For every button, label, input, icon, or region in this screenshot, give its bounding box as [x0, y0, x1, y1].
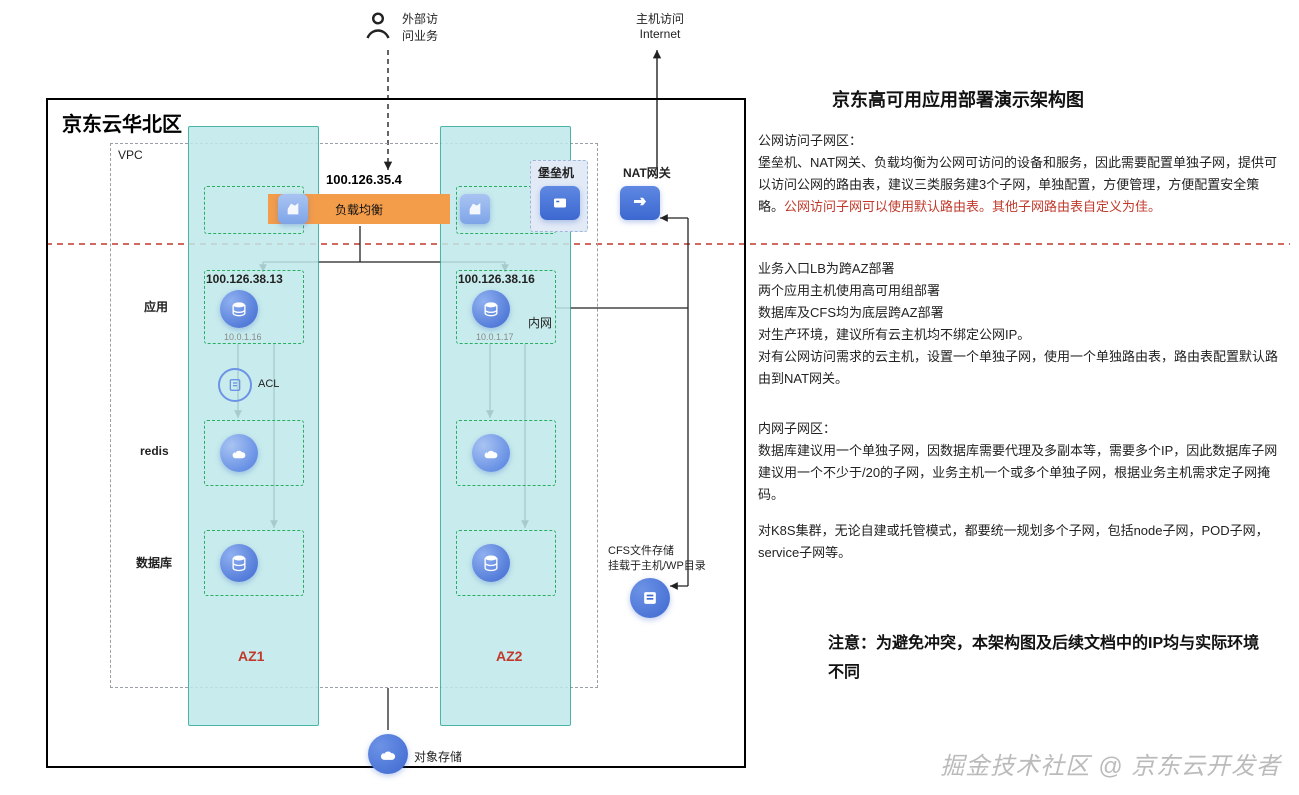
row-label-db: 数据库 [136, 554, 172, 571]
lb-endpoint-left-icon [278, 194, 308, 224]
lb-endpoint-right-icon [460, 194, 490, 224]
az2-label: AZ2 [496, 648, 522, 664]
nat-icon [620, 186, 660, 220]
region-title: 京东云华北区 [62, 108, 182, 137]
app-left-ip: 100.126.38.13 [206, 272, 283, 286]
acl-label: ACL [258, 378, 279, 390]
bastion-label: 堡垒机 [538, 164, 574, 181]
s2-l1: 两个应用主机使用高可用组部署 [758, 280, 1278, 302]
acl-icon [218, 368, 252, 402]
right-title: 京东高可用应用部署演示架构图 [832, 86, 1084, 112]
section3: 内网子网区： 数据库建议用一个单独子网，因数据库需要代理及多副本等，需要多个IP… [758, 418, 1278, 565]
app-right-tiny-ip: 10.0.1.17 [476, 332, 514, 342]
lb-ip: 100.126.35.4 [326, 172, 402, 187]
s2-l4: 对有公网访问需求的云主机，设置一个单独子网，使用一个单独路由表，路由表配置默认路… [758, 346, 1278, 390]
internet-label: 主机访问 Internet [636, 10, 684, 41]
redis-left-icon [220, 434, 258, 472]
s2-l3: 对生产环境，建议所有云主机均不绑定公网IP。 [758, 324, 1278, 346]
row-label-redis: redis [140, 444, 169, 458]
cfs-label: CFS文件存储 挂载于主机/WP目录 [608, 544, 706, 575]
section2: 业务入口LB为跨AZ部署 两个应用主机使用高可用组部署 数据库及CFS均为底层跨… [758, 258, 1278, 391]
object-storage-label: 对象存储 [414, 748, 462, 765]
row-label-app: 应用 [144, 298, 168, 315]
watermark: 掘金技术社区 @ 京东云开发者 [940, 746, 1281, 781]
az1-label: AZ1 [238, 648, 264, 664]
s3-body2: 对K8S集群，无论自建或托管模式，都要统一规划多个子网，包括node子网，POD… [758, 523, 1269, 560]
app-host-left-icon [220, 290, 258, 328]
s1-warn: 公网访问子网可以使用默认路由表。其他子网路由表自定义为佳。 [784, 199, 1161, 214]
redis-right-icon [472, 434, 510, 472]
db-left-icon [220, 544, 258, 582]
bastion-icon [540, 186, 580, 220]
app-host-right-icon [472, 290, 510, 328]
object-storage-icon [368, 734, 408, 774]
external-user-label: 外部访 问业务 [402, 10, 438, 44]
vpc-label: VPC [118, 148, 143, 162]
s3-body: 数据库建议用一个单独子网，因数据库需要代理及多副本等，需要多个IP，因此数据库子… [758, 443, 1277, 502]
section1: 公网访问子网区： 堡垒机、NAT网关、负载均衡为公网可访问的设备和服务，因此需要… [758, 130, 1278, 218]
s1-title: 公网访问子网区： [758, 133, 862, 148]
s2-l0: 业务入口LB为跨AZ部署 [758, 258, 1278, 280]
s3-title: 内网子网区： [758, 421, 836, 436]
external-user-icon [360, 8, 398, 46]
nat-label: NAT网关 [623, 164, 671, 181]
app-left-tiny-ip: 10.0.1.16 [224, 332, 262, 342]
note: 注意：为避免冲突，本架构图及后续文档中的IP均与实际环境不同 [828, 630, 1268, 688]
db-right-icon [472, 544, 510, 582]
cfs-icon [630, 578, 670, 618]
s2-l2: 数据库及CFS均为底层跨AZ部署 [758, 302, 1278, 324]
app-right-ip: 100.126.38.16 [458, 272, 535, 286]
